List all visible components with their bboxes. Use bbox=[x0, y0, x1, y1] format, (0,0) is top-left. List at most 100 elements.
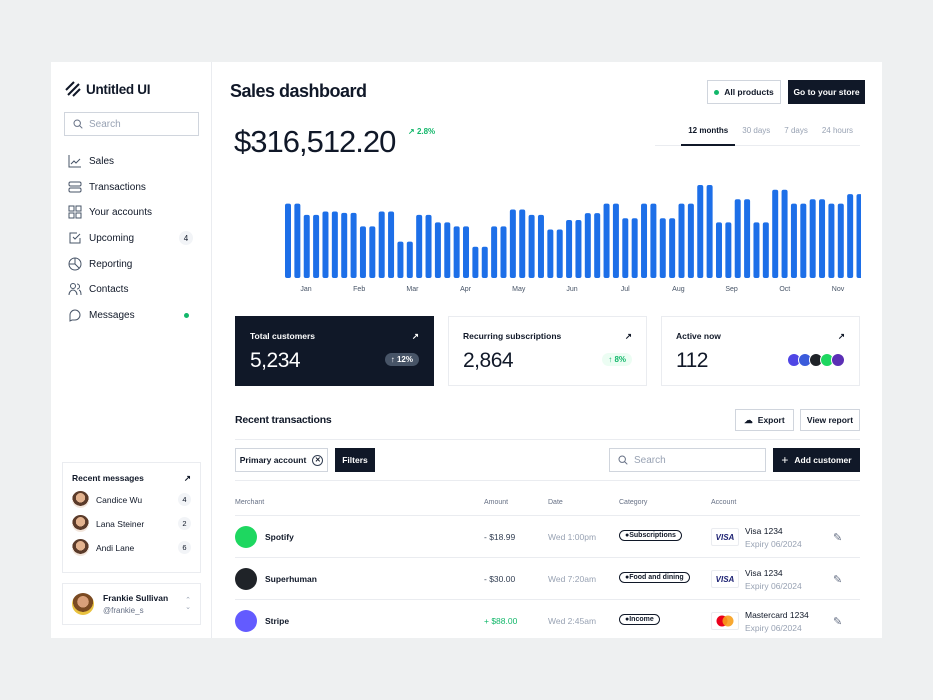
chart-bar[interactable] bbox=[641, 203, 648, 278]
chart-bar[interactable] bbox=[584, 213, 591, 278]
chart-bar[interactable] bbox=[406, 241, 413, 278]
chart-bar[interactable] bbox=[444, 222, 451, 278]
filters-button[interactable]: Filters bbox=[335, 448, 375, 472]
chart-bar[interactable] bbox=[790, 203, 797, 278]
tab-30-days[interactable]: 30 days bbox=[742, 126, 771, 135]
chart-bar[interactable] bbox=[856, 194, 861, 278]
chart-bar[interactable] bbox=[828, 203, 835, 278]
chart-bar[interactable] bbox=[378, 211, 385, 278]
chart-bar[interactable] bbox=[659, 218, 666, 278]
sidebar-item-messages[interactable]: Messages bbox=[68, 305, 193, 325]
chart-bar[interactable] bbox=[537, 214, 544, 278]
chart-bar[interactable] bbox=[612, 203, 619, 278]
chart-bar[interactable] bbox=[341, 212, 348, 278]
chart-bar[interactable] bbox=[725, 222, 732, 278]
chart-bar[interactable] bbox=[500, 226, 507, 278]
message-item[interactable]: Candice Wu 4 bbox=[72, 491, 191, 508]
edit-pencil-icon[interactable]: ✎ bbox=[833, 531, 843, 544]
chart-bar[interactable] bbox=[734, 199, 741, 278]
chart-bar[interactable] bbox=[706, 185, 713, 278]
chart-bar[interactable] bbox=[678, 203, 685, 278]
column-header-date[interactable]: Date bbox=[548, 499, 563, 506]
chart-bar[interactable] bbox=[772, 189, 779, 278]
chart-bar[interactable] bbox=[622, 218, 629, 278]
edit-pencil-icon[interactable]: ✎ bbox=[833, 573, 843, 586]
edit-pencil-icon[interactable]: ✎ bbox=[833, 615, 843, 628]
chart-bar[interactable] bbox=[350, 212, 357, 278]
close-circle-icon[interactable]: ✕ bbox=[312, 454, 324, 466]
go-to-store-button[interactable]: Go to your store bbox=[788, 80, 865, 104]
chart-bar[interactable] bbox=[603, 203, 610, 278]
brand-logo[interactable]: Untitled UI bbox=[65, 81, 151, 97]
arrow-up-right-icon[interactable]: ↗ bbox=[624, 331, 632, 341]
transactions-search-input[interactable]: Search bbox=[609, 448, 766, 472]
arrow-up-right-icon[interactable]: ↗ bbox=[411, 331, 419, 341]
chart-bar[interactable] bbox=[463, 226, 470, 278]
chart-bar[interactable] bbox=[491, 226, 498, 278]
chart-bar[interactable] bbox=[528, 214, 535, 278]
column-header-category[interactable]: Category bbox=[619, 499, 648, 506]
column-header-account[interactable]: Account bbox=[711, 499, 737, 506]
chart-bar[interactable] bbox=[547, 229, 554, 278]
chart-bar[interactable] bbox=[631, 218, 638, 278]
chart-bar[interactable] bbox=[369, 226, 376, 278]
chart-bar[interactable] bbox=[566, 219, 573, 278]
sidebar-item-your-accounts[interactable]: Your accounts bbox=[68, 202, 193, 222]
table-row[interactable]: Stripe + $88.00 Wed 2:45am ● Income Mast… bbox=[235, 599, 860, 638]
chart-bar[interactable] bbox=[800, 203, 807, 278]
chart-bar[interactable] bbox=[434, 222, 441, 278]
filter-chip-primary-account[interactable]: Primary account ✕ bbox=[235, 448, 328, 472]
chart-bar[interactable] bbox=[575, 219, 582, 278]
arrow-up-right-icon[interactable]: ↗ bbox=[183, 473, 191, 483]
chart-bar[interactable] bbox=[594, 213, 601, 278]
chart-bar[interactable] bbox=[453, 226, 460, 278]
chart-bar[interactable] bbox=[397, 241, 404, 278]
chart-bar[interactable] bbox=[285, 203, 291, 278]
chart-bar[interactable] bbox=[697, 185, 704, 278]
chart-bar[interactable] bbox=[481, 246, 488, 278]
sidebar-item-sales[interactable]: Sales bbox=[68, 151, 193, 171]
chart-bar[interactable] bbox=[809, 199, 816, 278]
chart-bar[interactable] bbox=[715, 222, 722, 278]
chart-bar[interactable] bbox=[687, 203, 694, 278]
view-report-button[interactable]: View report bbox=[800, 409, 860, 431]
tab-24-hours[interactable]: 24 hours bbox=[821, 126, 853, 135]
chart-bar[interactable] bbox=[322, 211, 329, 278]
chart-bar[interactable] bbox=[519, 209, 526, 278]
chart-bar[interactable] bbox=[781, 189, 788, 278]
chart-bar[interactable] bbox=[425, 214, 432, 278]
sidebar-item-transactions[interactable]: Transactions bbox=[68, 177, 193, 197]
column-header-merchant[interactable]: Merchant bbox=[235, 499, 265, 506]
chart-bar[interactable] bbox=[669, 218, 676, 278]
column-header-amount[interactable]: Amount bbox=[484, 499, 509, 506]
sidebar-item-upcoming[interactable]: Upcoming 4 bbox=[68, 228, 193, 248]
message-item[interactable]: Lana Steiner 2 bbox=[72, 515, 191, 532]
stat-card-total-customers[interactable]: Total customers ↗ 5,234 ↑ 12% bbox=[235, 316, 434, 386]
chart-bar[interactable] bbox=[331, 211, 338, 278]
table-row[interactable]: Superhuman - $30.00 Wed 7:20am ● Food an… bbox=[235, 557, 860, 599]
export-button[interactable]: ☁ Export bbox=[735, 409, 794, 431]
arrow-up-right-icon[interactable]: ↗ bbox=[837, 331, 845, 341]
tab-12-months[interactable]: 12 months bbox=[681, 126, 736, 146]
chart-bar[interactable] bbox=[303, 214, 310, 278]
chart-bar[interactable] bbox=[294, 203, 301, 278]
chart-bar[interactable] bbox=[359, 226, 366, 278]
chart-bar[interactable] bbox=[744, 199, 751, 278]
all-products-button[interactable]: All products bbox=[707, 80, 781, 104]
chart-bar[interactable] bbox=[509, 209, 516, 278]
chart-bar[interactable] bbox=[753, 222, 760, 278]
user-account-switcher[interactable]: Frankie Sullivan @frankie_s ⌃ ⌄ bbox=[62, 583, 201, 625]
sidebar-search-input[interactable]: Search bbox=[64, 112, 199, 136]
chart-bar[interactable] bbox=[650, 203, 657, 278]
tab-7-days[interactable]: 7 days bbox=[784, 126, 808, 135]
chart-bar[interactable] bbox=[388, 211, 395, 278]
message-item[interactable]: Andi Lane 6 bbox=[72, 539, 191, 556]
sidebar-item-reporting[interactable]: Reporting bbox=[68, 254, 193, 274]
chart-bar[interactable] bbox=[472, 246, 479, 278]
chart-bar[interactable] bbox=[837, 203, 844, 278]
stat-card-active-now[interactable]: Active now ↗ 112 bbox=[661, 316, 860, 386]
chart-bar[interactable] bbox=[819, 199, 826, 278]
stat-card-recurring-subscriptions[interactable]: Recurring subscriptions ↗ 2,864 ↑ 8% bbox=[448, 316, 647, 386]
chart-bar[interactable] bbox=[847, 194, 854, 278]
table-row[interactable]: Spotify - $18.99 Wed 1:00pm ● Subscripti… bbox=[235, 515, 860, 557]
